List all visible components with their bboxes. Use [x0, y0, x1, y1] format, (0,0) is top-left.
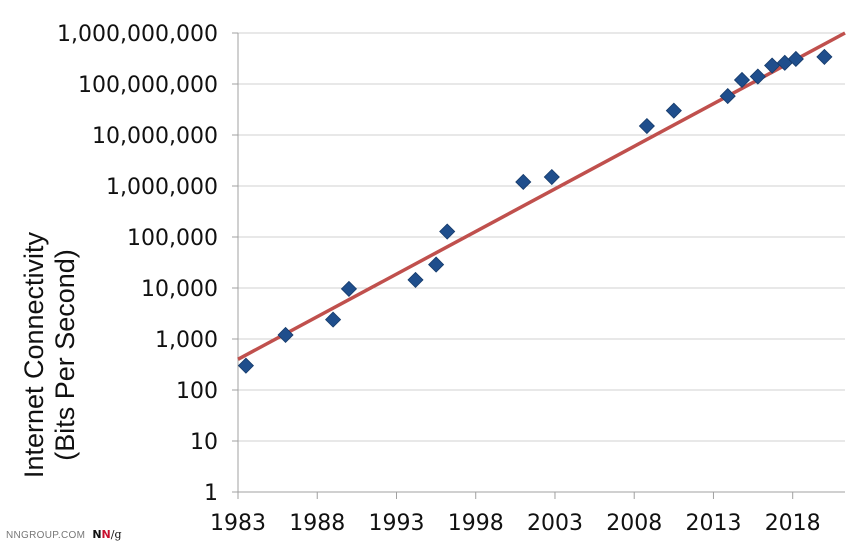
y-axis-label: Internet Connectivity (Bits Per Second)	[19, 231, 80, 478]
x-tick-label: 1988	[289, 511, 345, 536]
gridlines	[238, 32, 845, 442]
trendline	[237, 31, 846, 361]
data-point	[428, 256, 445, 273]
y-tick-label: 1	[204, 481, 218, 506]
trendline-group	[237, 31, 846, 361]
y-tick-label: 100	[176, 379, 218, 404]
data-point	[816, 48, 833, 65]
y-tick-label: 1,000	[155, 328, 218, 353]
data-point	[749, 68, 766, 85]
data-point	[340, 280, 358, 297]
data-point	[407, 271, 424, 288]
data-point	[325, 311, 342, 328]
data-point	[515, 173, 532, 191]
footer-site: NNGROUP.COM	[6, 530, 86, 541]
axes	[232, 32, 845, 499]
y-axis-label-line2: (Bits Per Second)	[50, 249, 80, 461]
data-point	[719, 87, 736, 105]
x-tick-label: 2003	[527, 511, 583, 536]
data-point	[237, 357, 254, 374]
data-point	[543, 168, 560, 186]
x-tick-label: 2018	[765, 511, 821, 536]
y-tick-label: 10	[190, 430, 218, 455]
y-tick-label: 100,000,000	[78, 73, 218, 98]
x-tick-label: 1983	[210, 511, 266, 536]
data-points	[237, 48, 833, 374]
y-tick-label: 10,000,000	[92, 124, 218, 149]
data-point	[638, 117, 655, 135]
y-tick-labels: 1 10 100 1,000 10,000 100,000 1,000,000 10,000,…	[57, 22, 218, 506]
data-point	[439, 223, 456, 240]
data-point	[787, 50, 804, 68]
data-point	[277, 326, 294, 344]
y-tick-label: 100,000	[127, 226, 218, 251]
y-tick-label: 10,000	[141, 277, 218, 302]
data-point	[665, 102, 682, 119]
y-tick-label: 1,000,000	[106, 175, 218, 200]
x-tick-label: 2008	[606, 511, 662, 536]
nng-logo: NN/g	[92, 528, 122, 541]
data-point	[733, 71, 751, 89]
x-tick-label: 1993	[368, 511, 424, 536]
y-axis-label-line1: Internet Connectivity	[19, 231, 49, 478]
x-tick-label: 2013	[685, 511, 741, 536]
footer: NNGROUP.COM NN/g	[6, 528, 122, 541]
y-tick-label: 1,000,000,000	[57, 22, 218, 47]
x-tick-labels: 1983 1988 1993 1998 2003 2008 2013 2018	[210, 511, 821, 536]
x-tick-label: 1998	[448, 511, 504, 536]
